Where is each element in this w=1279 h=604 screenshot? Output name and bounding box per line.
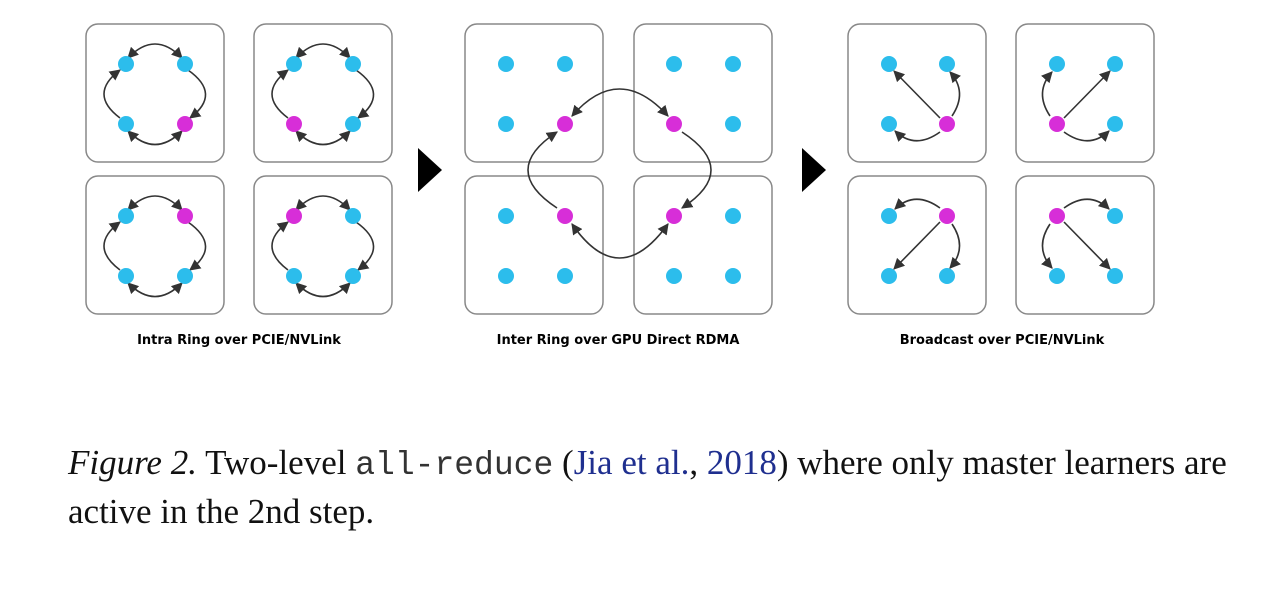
worker-node [286, 56, 302, 72]
worker-node [345, 116, 361, 132]
node-box [253, 175, 393, 315]
worker-node [1107, 56, 1123, 72]
node-box [253, 23, 393, 163]
citation-author-link[interactable]: Jia et al. [573, 443, 690, 482]
master-node [666, 208, 682, 224]
master-node [286, 116, 302, 132]
worker-node [498, 116, 514, 132]
master-node [557, 116, 573, 132]
figure-label: Figure 2. [68, 443, 197, 482]
node-box [464, 175, 604, 315]
caption-text: ) where only master learners are active … [68, 443, 1227, 531]
worker-node [725, 116, 741, 132]
node-box [85, 23, 225, 163]
intra-ring-label: Intra Ring over PCIE/NVLink [137, 333, 341, 348]
worker-node [118, 268, 134, 284]
two-level-allreduce-diagram: Intra Ring over PCIE/NVLink [85, 23, 1155, 348]
citation-year-link[interactable]: 2018 [706, 443, 777, 482]
node-box [633, 175, 773, 315]
caption-code: all-reduce [355, 447, 554, 484]
worker-node [498, 208, 514, 224]
step-arrow-icon [418, 148, 442, 192]
worker-node [666, 268, 682, 284]
worker-node [1107, 208, 1123, 224]
worker-node [881, 208, 897, 224]
worker-node [557, 268, 573, 284]
node-box [633, 23, 773, 163]
step-arrow-icon [802, 148, 826, 192]
worker-node [118, 116, 134, 132]
worker-node [939, 268, 955, 284]
master-node [666, 116, 682, 132]
worker-node [498, 56, 514, 72]
worker-node [498, 268, 514, 284]
worker-node [345, 56, 361, 72]
node-box [847, 175, 987, 315]
caption-text: , [689, 443, 707, 482]
worker-node [666, 56, 682, 72]
worker-node [725, 56, 741, 72]
worker-node [725, 268, 741, 284]
inter-ring-label: Inter Ring over GPU Direct RDMA [497, 333, 740, 348]
master-node [557, 208, 573, 224]
master-node [177, 208, 193, 224]
worker-node [725, 208, 741, 224]
node-box [1015, 175, 1155, 315]
worker-node [557, 56, 573, 72]
figure-caption: Figure 2. Two-level all-reduce (Jia et a… [68, 440, 1228, 535]
worker-node [118, 208, 134, 224]
worker-node [939, 56, 955, 72]
worker-node [881, 56, 897, 72]
master-node [939, 208, 955, 224]
worker-node [345, 208, 361, 224]
master-node [286, 208, 302, 224]
node-box [1015, 23, 1155, 163]
worker-node [1049, 56, 1065, 72]
worker-node [1049, 268, 1065, 284]
worker-node [881, 116, 897, 132]
node-box [464, 23, 604, 163]
worker-node [177, 56, 193, 72]
master-node [939, 116, 955, 132]
caption-text: Two-level [196, 443, 356, 482]
caption-text: ( [553, 443, 574, 482]
node-box [85, 175, 225, 315]
master-node [1049, 116, 1065, 132]
master-node [177, 116, 193, 132]
worker-node [1107, 268, 1123, 284]
worker-node [345, 268, 361, 284]
master-node [1049, 208, 1065, 224]
worker-node [1107, 116, 1123, 132]
worker-node [286, 268, 302, 284]
intra-ring-panel: Intra Ring over PCIE/NVLink [85, 23, 393, 348]
worker-node [118, 56, 134, 72]
worker-node [177, 268, 193, 284]
inter-ring-panel: Inter Ring over GPU Direct RDMA [464, 23, 773, 348]
node-box [847, 23, 987, 163]
broadcast-panel: Broadcast over PCIE/NVLink [847, 23, 1155, 348]
worker-node [881, 268, 897, 284]
broadcast-label: Broadcast over PCIE/NVLink [900, 333, 1105, 348]
